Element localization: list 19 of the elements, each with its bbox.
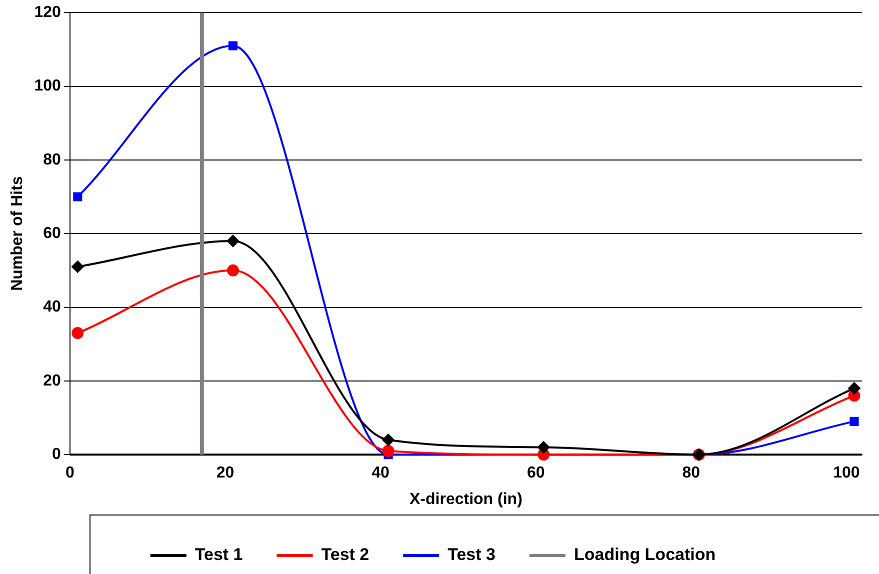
y-tick-label: 20 [43,372,61,390]
x-tick-label: 0 [65,464,74,482]
legend-label: Test 3 [448,545,496,564]
y-tick-label: 100 [34,78,61,95]
x-tick-label: 60 [526,464,545,482]
x-tick-label: 80 [682,464,700,482]
x-axis-title: X-direction (in) [410,490,522,508]
y-tick-label: 60 [43,225,61,242]
y-tick-label: 40 [43,298,61,316]
x-tick-label: 40 [372,464,390,482]
y-axis-title: Number of Hits [9,176,26,291]
x-tick-label: 100 [833,464,860,482]
legend-label: Test 1 [194,545,243,564]
legend-label: Test 2 [321,545,370,564]
y-tick-label: 80 [43,151,61,168]
legend-label: Loading Location [574,545,716,564]
y-tick-label: 120 [34,4,61,22]
y-tick-label: 0 [52,446,61,464]
x-tick-label: 20 [216,464,234,482]
